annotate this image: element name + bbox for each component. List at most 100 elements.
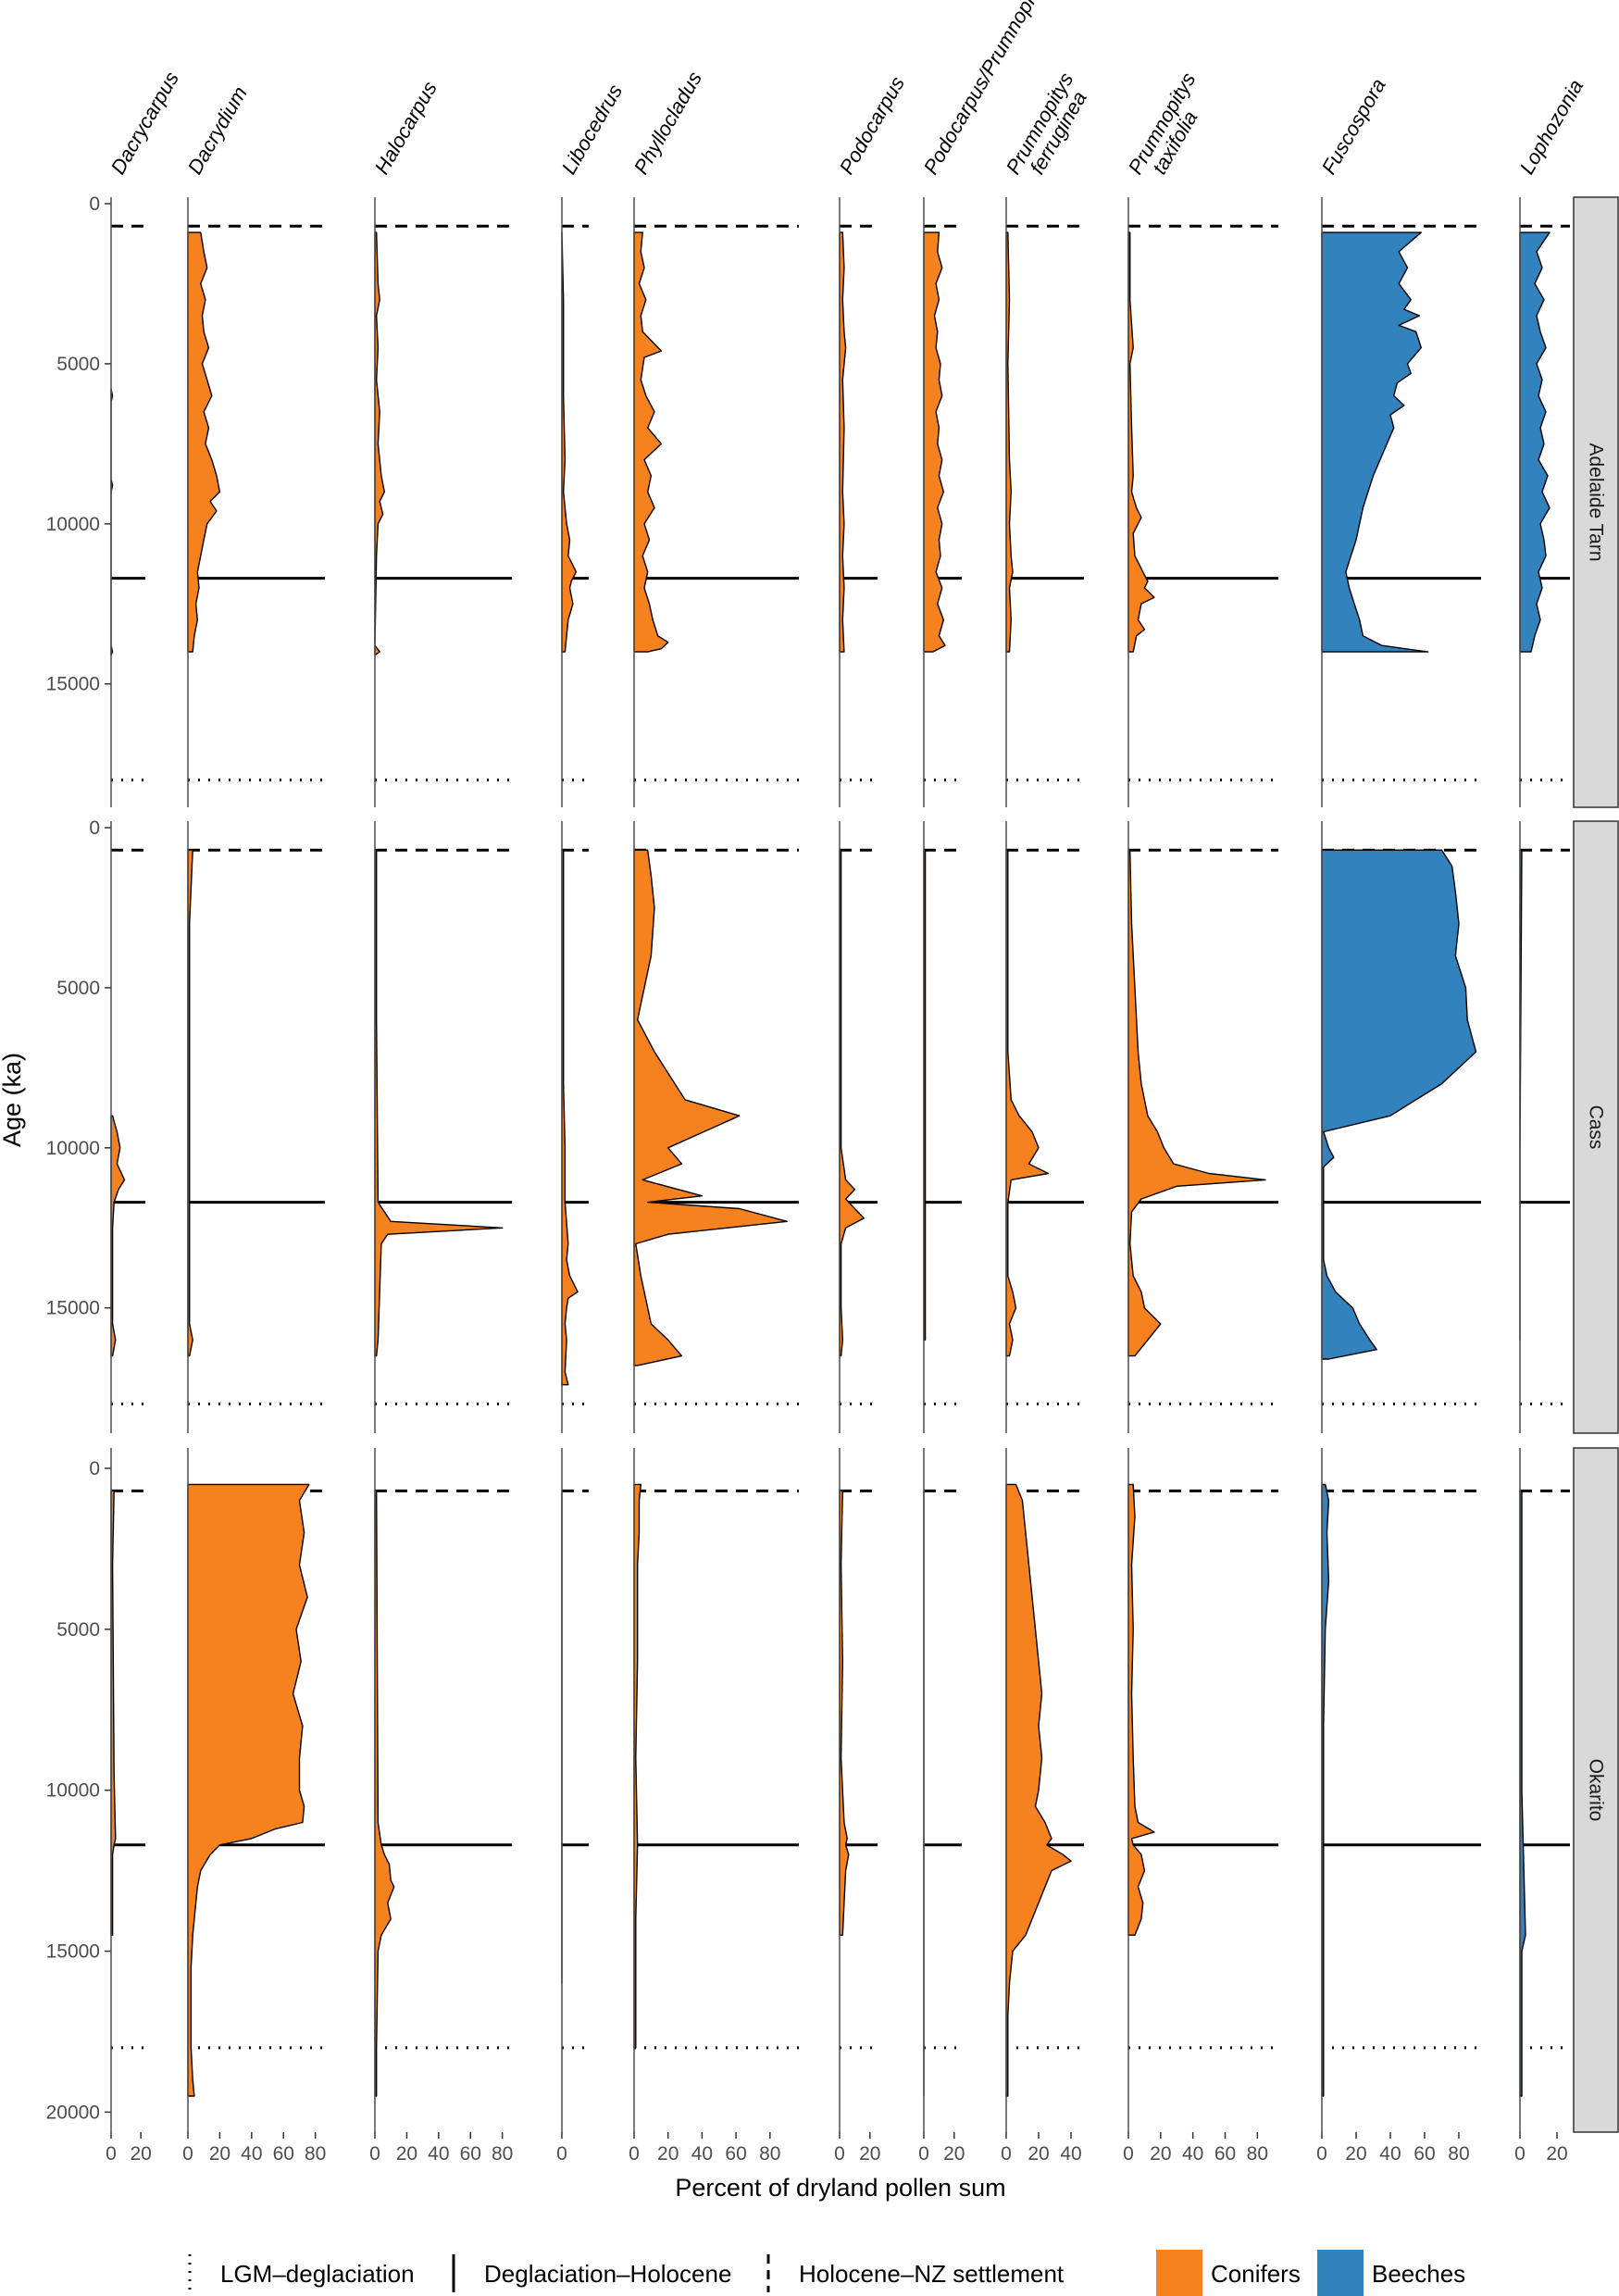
legend-item-holocene-nz-settlement: Holocene–NZ settlement: [766, 2254, 1065, 2292]
legend-label: Conifers: [1211, 2260, 1301, 2288]
y-tick-label: 5000: [56, 978, 100, 999]
curve-okarito-prumnopitys-ferruginea: [1005, 1448, 1084, 2132]
x-axis-prumnopitys-ferruginea: 0 20 40: [1001, 2132, 1082, 2165]
curve-cass-halocarpus: [374, 821, 512, 1433]
x-tick-label: 40: [691, 2143, 713, 2165]
x-tick-label: 0: [1316, 2143, 1327, 2165]
y-tick-label: 15000: [46, 1298, 100, 1319]
legend-swatch: [1156, 2250, 1202, 2296]
area-podocarpus-prumnopitys: [923, 231, 946, 653]
taxon-label-text: Lophozonia: [1515, 75, 1588, 178]
x-tick-label: 20: [130, 2143, 151, 2165]
y-tick-label: 5000: [56, 1619, 100, 1641]
area-halocarpus: [374, 1490, 395, 2097]
curve-adelaide-tarn-prumnopitys-ferruginea: [1005, 197, 1084, 807]
x-tick-label: 0: [369, 2143, 380, 2165]
curve-okarito-libocedrus: [561, 1448, 589, 2132]
strip-background: [1573, 196, 1619, 808]
area-prumnopitys-taxifolia: [1127, 849, 1266, 1357]
strip-label: Okarito: [1586, 1759, 1607, 1822]
x-axis-fuscospora: 0 20 40 60 80: [1316, 2132, 1470, 2165]
area-prumnopitys-ferruginea: [1005, 231, 1014, 653]
curve-adelaide-tarn-fuscospora: [1321, 197, 1481, 807]
y-tick-label: 0: [89, 817, 100, 839]
strip-label: Cass: [1586, 1105, 1607, 1150]
curve-cass-fuscospora: [1321, 821, 1481, 1433]
strip-cass: Cass: [1573, 820, 1619, 1434]
curve-cass-prumnopitys-taxifolia: [1127, 821, 1278, 1433]
legend-swatch: [1317, 2250, 1364, 2296]
taxon-label-text: Libocedrus: [557, 81, 627, 179]
taxon-label-libocedrus: Libocedrus: [557, 81, 627, 179]
curve-cass-lophozonia: [1519, 821, 1570, 1433]
area-libocedrus: [561, 849, 579, 1386]
taxon-label-lophozonia: Lophozonia: [1515, 75, 1588, 178]
area-dacrydium: [187, 231, 221, 653]
x-tick-label: 20: [1027, 2143, 1049, 2165]
taxon-label-halocarpus: Halocarpus: [370, 78, 442, 179]
curve-adelaide-tarn-libocedrus: [561, 197, 589, 807]
taxon-label-podocarpus: Podocarpus: [835, 72, 909, 178]
curve-cass-prumnopitys-ferruginea: [1005, 821, 1084, 1433]
area-fuscospora: [1321, 231, 1429, 653]
legend-label: Deglaciation–Holocene: [484, 2260, 731, 2288]
curve-adelaide-tarn-prumnopitys-taxifolia: [1127, 197, 1278, 807]
taxon-label-text: Phyllocladus: [629, 68, 706, 178]
curve-okarito-dacrycarpus: [110, 1448, 145, 2132]
x-tick-label: 80: [492, 2143, 513, 2165]
y-tick-label: 20000: [46, 2102, 100, 2123]
taxon-label-text: Podocarpus: [835, 72, 909, 178]
y-tick-label: 15000: [46, 1941, 100, 1963]
curve-adelaide-tarn-podocarpus: [839, 197, 878, 807]
taxon-label-text: Fuscospora: [1317, 74, 1390, 178]
y-tick-label: 5000: [56, 354, 100, 375]
x-tick-label: 0: [918, 2143, 929, 2165]
x-tick-label: 0: [629, 2143, 640, 2165]
x-tick-label: 20: [1345, 2143, 1366, 2165]
x-tick-label: 80: [759, 2143, 780, 2165]
legend-label: LGM–deglaciation: [220, 2260, 415, 2288]
x-axis-prumnopitys-taxifolia: 0 20 40 60 80: [1123, 2132, 1268, 2165]
panel-okarito: 0 5000 10000 15000 20000: [46, 1448, 1570, 2132]
y-axis-title: Age (ka): [0, 1053, 26, 1147]
taxon-label-phyllocladus: Phyllocladus: [629, 68, 706, 178]
area-dacrycarpus: [110, 1115, 126, 1357]
curve-okarito-phyllocladus: [633, 1448, 799, 2132]
x-tick-label: 0: [1001, 2143, 1012, 2165]
y-tick-label: 15000: [46, 674, 100, 695]
x-tick-label: 20: [1546, 2143, 1567, 2165]
curve-adelaide-tarn-lophozonia: [1519, 197, 1570, 807]
x-tick-label: 60: [1414, 2143, 1435, 2165]
x-axis-dacrycarpus: 0 20: [106, 2132, 152, 2165]
x-axis: 0 20 0 20 40 60 80 0 20 40 60 80 0 0 20 40 60 80 0 20 0 20 0 20…: [106, 2132, 1568, 2165]
curve-cass-podocarpus: [839, 821, 878, 1433]
x-tick-label: 0: [834, 2143, 845, 2165]
legend-label: Holocene–NZ settlement: [799, 2260, 1065, 2288]
curve-adelaide-tarn-phyllocladus: [633, 197, 799, 807]
area-fuscospora: [1321, 849, 1477, 1360]
x-tick-label: 40: [1060, 2143, 1081, 2165]
x-axis-libocedrus: 0: [556, 2132, 567, 2165]
legend-item-lgm-deglaciation: LGM–deglaciation: [188, 2254, 415, 2292]
strip-adelaide-tarn: Adelaide Tarn: [1573, 196, 1619, 808]
legend-item-conifers: Conifers: [1156, 2250, 1301, 2296]
area-halocarpus: [374, 231, 385, 656]
curve-okarito-fuscospora: [1321, 1448, 1481, 2132]
curve-adelaide-tarn-dacrycarpus: [110, 197, 145, 807]
area-dacrydium: [187, 849, 193, 1357]
x-tick-label: 40: [241, 2143, 262, 2165]
x-tick-label: 0: [182, 2143, 193, 2165]
curve-cass-dacrycarpus: [110, 821, 145, 1433]
area-lophozonia: [1519, 231, 1551, 653]
x-tick-label: 80: [305, 2143, 326, 2165]
x-tick-label: 80: [1247, 2143, 1268, 2165]
x-tick-label: 60: [273, 2143, 294, 2165]
y-axis-okarito: 0 5000 10000 15000 20000: [46, 1458, 111, 2123]
area-fuscospora: [1321, 1483, 1330, 2097]
site-panels: 0 5000 10000 15000 0 5000 10000 15000 0 5000 10000…: [46, 193, 1570, 2132]
x-tick-label: 0: [556, 2143, 567, 2165]
x-tick-label: 60: [725, 2143, 746, 2165]
curve-adelaide-tarn-podocarpus-prumnopitys: [923, 197, 962, 807]
panel-adelaide-tarn: 0 5000 10000 15000: [46, 193, 1570, 807]
